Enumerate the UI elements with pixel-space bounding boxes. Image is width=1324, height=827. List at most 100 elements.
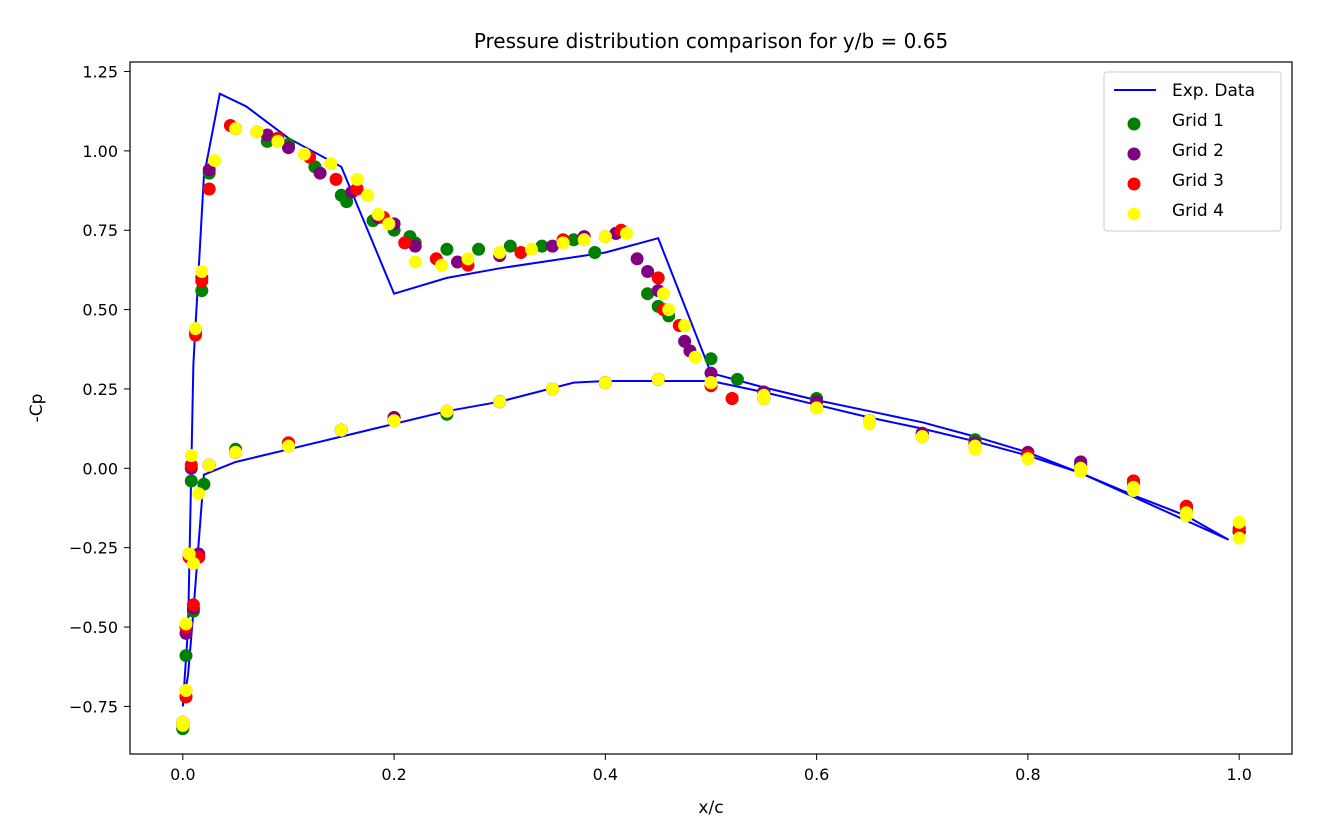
data-point bbox=[340, 195, 354, 209]
data-point bbox=[678, 319, 692, 332]
legend: Exp. Data Grid 1 Grid 2 Grid 3 Grid 4 bbox=[1103, 71, 1282, 232]
data-point bbox=[630, 252, 644, 266]
y-tick-label: 1.25 bbox=[82, 63, 118, 82]
data-point bbox=[535, 239, 549, 253]
legend-box bbox=[1103, 71, 1282, 232]
legend-label: Grid 2 bbox=[1172, 141, 1224, 161]
y-axis: −0.75 −0.50 −0.25 0.00 0.25 0.50 0.75 1.00 1.25 bbox=[69, 63, 130, 716]
data-point bbox=[651, 271, 665, 285]
data-point bbox=[1232, 531, 1246, 545]
y-tick-label: 0.25 bbox=[82, 380, 118, 399]
data-point bbox=[195, 274, 209, 288]
data-point bbox=[461, 252, 475, 266]
data-point bbox=[641, 265, 655, 278]
data-point bbox=[271, 134, 285, 148]
data-point bbox=[179, 649, 193, 663]
data-point bbox=[556, 236, 570, 250]
data-point bbox=[730, 372, 744, 386]
data-point bbox=[915, 430, 929, 444]
x-tick-label: 0.6 bbox=[804, 765, 829, 784]
data-point bbox=[641, 287, 655, 301]
legend-label: Grid 1 bbox=[1172, 111, 1224, 131]
legend-swatch-marker bbox=[1127, 207, 1141, 221]
x-axis-label: x/c bbox=[698, 798, 723, 818]
data-point bbox=[176, 715, 190, 729]
plot-area bbox=[176, 92, 1246, 736]
data-point bbox=[678, 334, 692, 348]
chart-title: Pressure distribution comparison for y/b… bbox=[474, 29, 948, 53]
data-point bbox=[598, 376, 612, 390]
data-point bbox=[704, 366, 718, 380]
series-line-exp-data bbox=[181, 92, 1230, 707]
data-point bbox=[229, 122, 243, 136]
data-point bbox=[387, 414, 401, 428]
data-point bbox=[260, 128, 274, 142]
data-point bbox=[514, 246, 528, 259]
data-point bbox=[398, 236, 412, 250]
x-tick-label: 1.0 bbox=[1226, 765, 1251, 784]
data-point bbox=[1074, 465, 1088, 478]
data-point bbox=[184, 449, 198, 463]
legend-label: Grid 3 bbox=[1172, 171, 1224, 191]
data-point bbox=[202, 458, 216, 472]
data-point bbox=[282, 439, 295, 453]
y-tick-label: 1.00 bbox=[82, 142, 118, 161]
data-point bbox=[704, 376, 718, 390]
data-point bbox=[297, 147, 311, 161]
data-point bbox=[382, 217, 396, 231]
data-point bbox=[440, 404, 454, 418]
x-tick-label: 0.8 bbox=[1015, 765, 1040, 784]
data-point bbox=[598, 230, 612, 244]
data-point bbox=[189, 322, 202, 336]
data-point bbox=[184, 458, 198, 472]
y-tick-label: −0.75 bbox=[69, 697, 118, 716]
data-point bbox=[1021, 452, 1035, 466]
series-grid-4 bbox=[176, 122, 1246, 732]
y-tick-label: 0.00 bbox=[82, 459, 118, 478]
data-point bbox=[440, 242, 454, 256]
data-point bbox=[229, 445, 243, 459]
data-point bbox=[725, 392, 739, 405]
data-point bbox=[202, 182, 216, 196]
data-point bbox=[324, 157, 338, 171]
data-point bbox=[186, 598, 200, 612]
data-point bbox=[757, 388, 771, 402]
legend-label: Grid 4 bbox=[1172, 201, 1224, 221]
data-point bbox=[371, 207, 385, 221]
data-point bbox=[195, 284, 209, 298]
data-point bbox=[651, 372, 665, 386]
data-point bbox=[503, 239, 517, 253]
data-point bbox=[1179, 509, 1193, 523]
data-point bbox=[451, 255, 464, 269]
data-point bbox=[408, 255, 422, 269]
data-point bbox=[282, 141, 295, 155]
data-point bbox=[662, 303, 676, 317]
data-point bbox=[195, 265, 209, 278]
data-point bbox=[968, 442, 982, 456]
data-point bbox=[350, 182, 364, 196]
y-axis-label: -Cp bbox=[27, 394, 47, 423]
data-point bbox=[313, 166, 327, 180]
data-point bbox=[192, 487, 206, 501]
legend-label: Exp. Data bbox=[1172, 81, 1255, 101]
y-tick-label: 0.50 bbox=[82, 301, 118, 320]
plot-frame bbox=[129, 61, 1293, 755]
y-tick-label: −0.25 bbox=[69, 539, 118, 558]
data-point bbox=[588, 246, 602, 259]
data-point bbox=[408, 239, 422, 253]
x-tick-label: 0.4 bbox=[593, 765, 618, 784]
x-axis: 0.0 0.2 0.4 0.6 0.8 1.0 bbox=[170, 754, 1252, 784]
data-point bbox=[546, 382, 559, 396]
data-point bbox=[208, 153, 221, 167]
data-point bbox=[863, 417, 876, 431]
data-point bbox=[361, 188, 375, 202]
data-point bbox=[567, 233, 581, 247]
data-point bbox=[493, 395, 507, 409]
y-tick-label: −0.50 bbox=[69, 618, 118, 637]
data-point bbox=[493, 246, 507, 259]
data-point bbox=[186, 557, 200, 570]
data-point bbox=[704, 352, 718, 366]
data-point bbox=[179, 617, 193, 631]
data-point bbox=[810, 401, 824, 415]
